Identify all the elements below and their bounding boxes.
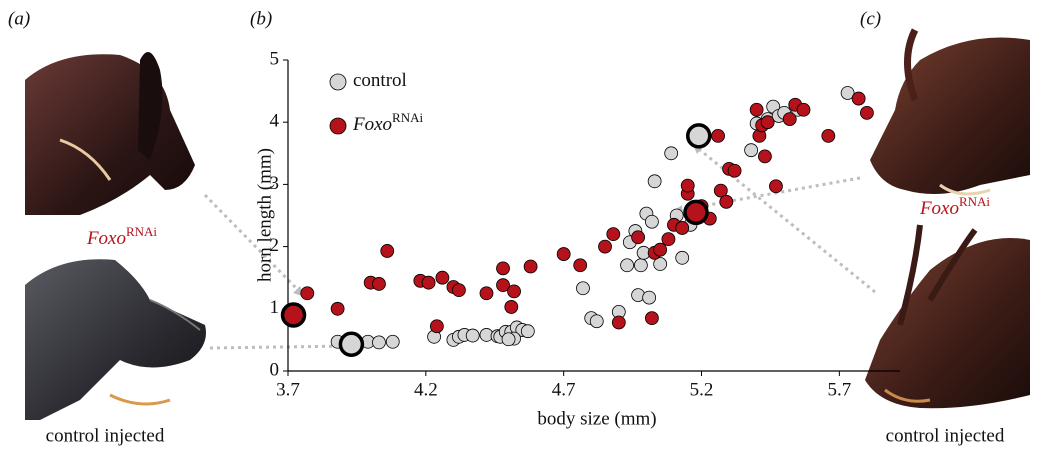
scatter-plot: 0 1 2 3 4 5 3.7 4.2 4.7 5.2 5.7 control FoxoRNAi: [270, 48, 900, 400]
beetle-photo-a-bottom: [25, 259, 206, 420]
point: [680, 178, 695, 193]
point: [633, 258, 648, 273]
x-tick-label: 4.2: [414, 379, 438, 400]
point: [719, 194, 734, 209]
point: [851, 91, 866, 106]
legend-name-sup: RNAi: [392, 110, 423, 125]
point: [576, 281, 590, 296]
x-tick-label: 5.7: [827, 379, 851, 400]
legend-label: control: [353, 70, 407, 91]
point: [760, 115, 775, 130]
point: [860, 105, 874, 120]
point: [644, 214, 659, 229]
x-axis-label: body size (mm): [537, 408, 656, 429]
y-tick-label: 1: [270, 297, 280, 318]
point: [507, 284, 521, 299]
point: [661, 232, 676, 247]
point: [647, 174, 662, 189]
point: [620, 258, 634, 273]
point: [465, 328, 480, 343]
point: [429, 319, 444, 334]
point: [330, 301, 345, 316]
point: [711, 128, 725, 143]
point: [421, 275, 436, 290]
y-tick-label: 2: [270, 235, 280, 256]
point: [496, 261, 510, 276]
point: [372, 335, 386, 350]
point: [611, 315, 626, 330]
beetle-photo-c-top: [870, 28, 1030, 196]
point: [782, 112, 797, 126]
point: [385, 334, 400, 349]
point: [664, 146, 679, 161]
legend-marker: [329, 117, 347, 135]
point: [642, 290, 657, 305]
point: [372, 277, 386, 291]
point: [713, 183, 728, 198]
panel-label: (b): [250, 8, 272, 29]
point: [598, 239, 612, 254]
point: [496, 278, 510, 293]
arrow-heads: [293, 145, 703, 297]
photo-label: control injected: [886, 425, 1005, 446]
point: [504, 300, 519, 314]
photo-label: FoxoRNAi: [86, 224, 157, 249]
point: [523, 259, 538, 274]
beetle-photo-a-top: [25, 52, 195, 216]
legend-marker: [329, 73, 347, 91]
point: [727, 163, 742, 178]
point: [479, 286, 494, 301]
point: [380, 244, 395, 258]
point: [769, 179, 783, 194]
point: [435, 270, 450, 285]
y-axis-label: horn length (mm): [254, 148, 275, 282]
y-tick-label: 0: [270, 359, 280, 380]
point: [501, 332, 516, 347]
point: [821, 128, 836, 143]
legend-name: Foxo: [352, 114, 392, 135]
panel-label: (c): [860, 8, 881, 29]
point: [653, 257, 668, 271]
photo-label: FoxoRNAi: [919, 194, 990, 219]
point: [653, 242, 668, 257]
point: [631, 230, 646, 245]
point: [589, 314, 604, 329]
pointer-arrows: [203, 148, 876, 350]
highlighted-point: [683, 199, 709, 226]
y-tick-label: 3: [270, 173, 280, 194]
point: [573, 258, 588, 273]
point: [520, 324, 535, 339]
point: [644, 311, 659, 326]
x-tick-label: 4.7: [552, 379, 576, 400]
x-tick-label: 3.7: [276, 379, 300, 400]
point: [675, 221, 690, 235]
legend-label: FoxoRNAi: [352, 110, 423, 135]
highlighted-point: [686, 123, 712, 149]
legend-name: control: [353, 70, 407, 91]
point: [606, 227, 621, 242]
y-tick-label: 4: [270, 111, 280, 132]
y-tick-label: 5: [270, 48, 280, 69]
point: [758, 149, 772, 164]
point: [556, 247, 571, 261]
highlighted-point: [280, 302, 307, 328]
point: [840, 86, 855, 100]
point: [675, 250, 690, 265]
panel-label: (a): [8, 8, 30, 29]
photo-label: control injected: [46, 425, 165, 446]
point: [452, 283, 466, 298]
highlighted-point: [338, 331, 365, 358]
beetle-photo-c-bottom: [865, 224, 1030, 409]
point: [796, 102, 811, 117]
point: [300, 286, 315, 301]
point: [744, 143, 759, 158]
x-tick-label: 5.2: [690, 379, 714, 400]
point: [749, 102, 764, 117]
